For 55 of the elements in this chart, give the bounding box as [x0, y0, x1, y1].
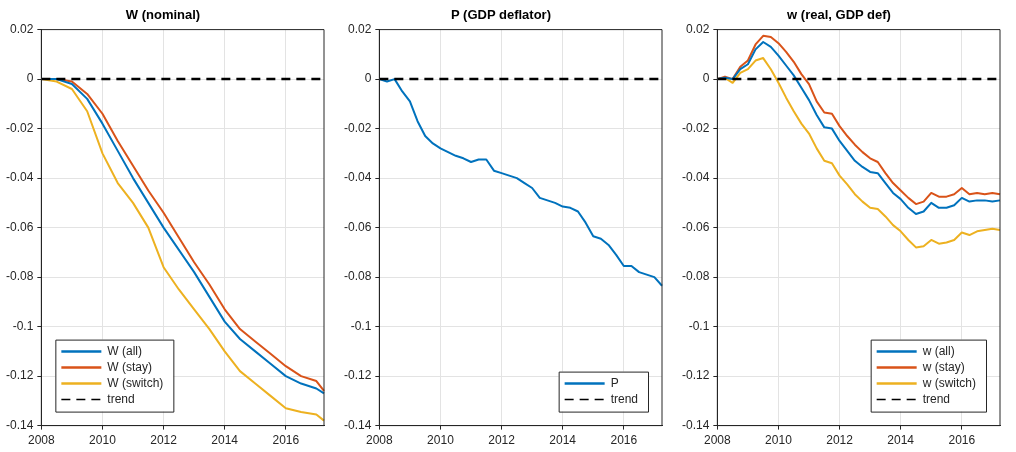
y-tick-label: -0.04	[343, 170, 372, 185]
x-tick-label: 2014	[887, 433, 915, 448]
x-tick-label: 2008	[366, 433, 394, 448]
legend-label: trend	[107, 391, 135, 406]
y-tick-label: -0.14	[681, 417, 710, 432]
legend-label: W (switch)	[107, 375, 164, 390]
y-tick-label: -0.12	[5, 368, 34, 383]
legend-label: w (stay)	[921, 359, 965, 374]
x-tick-label: 2010	[765, 433, 793, 448]
y-tick-label: -0.1	[12, 318, 34, 333]
x-tick-label: 2012	[488, 433, 516, 448]
y-tick-label: -0.12	[343, 368, 372, 383]
legend-label: w (all)	[921, 343, 955, 358]
x-tick-label: 2016	[272, 433, 300, 448]
y-tick-label: -0.14	[343, 417, 372, 432]
y-tick-label: 0	[702, 71, 710, 86]
y-tick-label: -0.04	[5, 170, 34, 185]
y-tick-label: -0.02	[343, 120, 372, 135]
y-tick-label: -0.12	[681, 368, 710, 383]
y-tick-label: -0.06	[343, 219, 372, 234]
legend-label: trend	[922, 391, 951, 406]
legend-label: trend	[610, 391, 639, 406]
y-tick-label: 0.02	[9, 21, 34, 36]
y-tick-label: -0.06	[681, 219, 710, 234]
legend-label: W (all)	[107, 343, 143, 358]
y-tick-label: -0.1	[350, 318, 372, 333]
y-tick-label: -0.14	[5, 417, 34, 432]
y-tick-label: 0.02	[347, 21, 372, 36]
x-tick-label: 2014	[211, 433, 239, 448]
y-tick-label: -0.02	[5, 120, 34, 135]
legend-label: w (switch)	[921, 375, 977, 390]
y-tick-label: -0.1	[688, 318, 710, 333]
x-tick-label: 2012	[150, 433, 178, 448]
y-tick-label: -0.08	[5, 269, 34, 284]
x-tick-label: 2016	[948, 433, 976, 448]
y-tick-label: -0.02	[681, 120, 710, 135]
chart-title: P (GDP deflator)	[451, 7, 551, 23]
chart-title: w (real, GDP def)	[786, 7, 891, 23]
x-tick-label: 2008	[28, 433, 56, 448]
x-tick-label: 2014	[549, 433, 577, 448]
chart-title: W (nominal)	[125, 7, 201, 23]
y-tick-label: 0	[364, 71, 372, 86]
x-tick-label: 2012	[826, 433, 854, 448]
legend-label: P	[610, 375, 619, 390]
legend-label: W (stay)	[107, 359, 153, 374]
y-tick-label: 0.02	[685, 21, 710, 36]
y-tick-label: -0.06	[5, 219, 34, 234]
y-tick-label: 0	[26, 71, 34, 86]
y-tick-label: -0.08	[343, 269, 372, 284]
y-tick-label: -0.04	[681, 170, 710, 185]
y-tick-label: -0.08	[681, 269, 710, 284]
x-tick-label: 2010	[427, 433, 455, 448]
x-tick-label: 2016	[610, 433, 638, 448]
x-tick-label: 2008	[704, 433, 732, 448]
x-tick-label: 2010	[89, 433, 117, 448]
